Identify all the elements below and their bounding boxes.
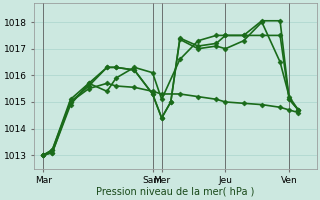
X-axis label: Pression niveau de la mer( hPa ): Pression niveau de la mer( hPa ) xyxy=(96,187,254,197)
